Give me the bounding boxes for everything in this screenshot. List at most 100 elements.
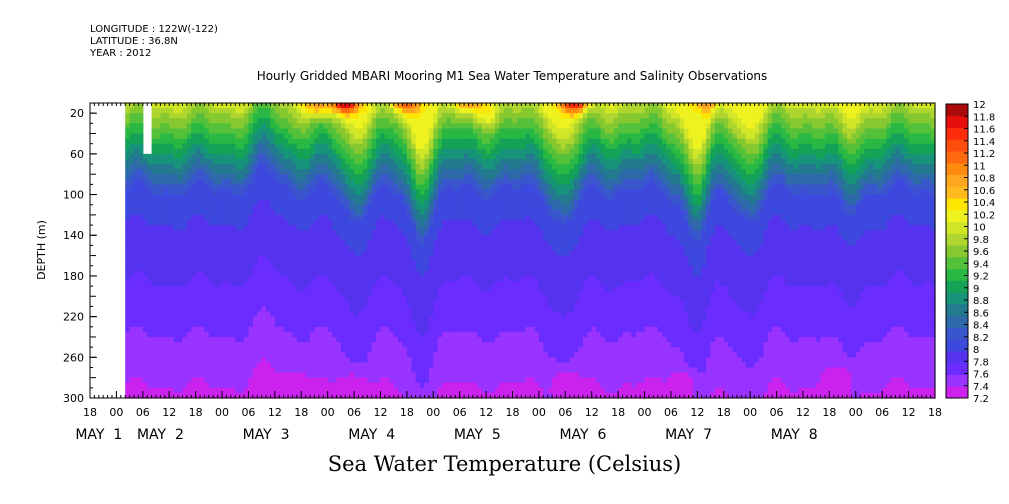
- field-cell: [169, 367, 175, 374]
- field-cell: [301, 128, 307, 135]
- field-cell: [318, 204, 324, 211]
- field-cell: [261, 275, 267, 282]
- field-cell: [494, 184, 500, 191]
- field-cell: [248, 321, 254, 328]
- field-cell: [336, 204, 342, 211]
- field-cell: [186, 153, 192, 160]
- field-cell: [147, 153, 153, 160]
- field-cell: [257, 214, 263, 221]
- field-cell: [226, 387, 232, 394]
- field-cell: [213, 255, 219, 262]
- field-cell: [433, 336, 439, 343]
- field-cell: [200, 260, 206, 267]
- field-cell: [428, 189, 434, 196]
- field-cell: [490, 245, 496, 252]
- field-cell: [288, 275, 294, 282]
- field-cell: [208, 377, 214, 384]
- field-cell: [288, 118, 294, 124]
- field-cell: [164, 118, 170, 124]
- field-cell: [226, 382, 232, 389]
- field-cell: [292, 209, 298, 216]
- field-cell: [310, 275, 316, 282]
- field-cell: [481, 184, 487, 191]
- field-cell: [424, 230, 430, 236]
- field-cell: [332, 270, 338, 277]
- field-cell: [252, 164, 258, 170]
- field-cell: [288, 362, 294, 369]
- field-cell: [182, 219, 188, 226]
- field-cell: [398, 158, 404, 165]
- field-cell: [222, 342, 228, 348]
- field-cell: [486, 189, 492, 196]
- field-cell: [222, 230, 228, 236]
- field-cell: [217, 138, 223, 145]
- field-cell: [424, 204, 430, 211]
- field-cell: [406, 301, 412, 308]
- field-cell: [415, 362, 421, 369]
- field-cell: [186, 291, 192, 297]
- field-cell: [340, 291, 346, 297]
- field-cell: [477, 306, 483, 313]
- field-cell: [261, 164, 267, 170]
- field-cell: [200, 367, 206, 374]
- field-cell: [182, 103, 188, 109]
- field-cell: [182, 108, 188, 114]
- field-cell: [503, 169, 509, 175]
- field-cell: [367, 316, 373, 323]
- field-cell: [327, 275, 333, 282]
- field-cell: [310, 342, 316, 348]
- field-cell: [398, 331, 404, 338]
- field-cell: [226, 311, 232, 318]
- field-cell: [442, 311, 448, 318]
- field-cell: [393, 108, 399, 114]
- field-cell: [384, 133, 390, 140]
- field-cell: [266, 331, 272, 338]
- field-cell: [156, 331, 162, 338]
- field-cell: [186, 219, 192, 226]
- field-cell: [244, 392, 250, 399]
- field-cell: [481, 326, 487, 333]
- field-cell: [442, 352, 448, 358]
- field-cell: [142, 240, 148, 247]
- field-cell: [270, 245, 276, 252]
- field-cell: [301, 189, 307, 196]
- field-cell: [367, 158, 373, 165]
- field-cell: [442, 174, 448, 180]
- field-cell: [349, 174, 355, 180]
- field-cell: [384, 286, 390, 292]
- field-cell: [437, 296, 443, 302]
- field-cell: [415, 138, 421, 145]
- field-cell: [147, 372, 153, 379]
- field-cell: [301, 382, 307, 389]
- field-cell: [336, 372, 342, 379]
- field-cell: [323, 169, 329, 175]
- field-cell: [424, 103, 430, 109]
- field-cell: [455, 392, 461, 399]
- field-cell: [244, 164, 250, 170]
- field-cell: [481, 255, 487, 262]
- field-cell: [318, 128, 324, 135]
- field-cell: [191, 133, 197, 140]
- field-cell: [200, 225, 206, 231]
- field-cell: [261, 230, 267, 236]
- field-cell: [442, 108, 448, 114]
- field-cell: [354, 148, 360, 155]
- field-cell: [406, 230, 412, 236]
- field-cell: [288, 128, 294, 135]
- field-cell: [332, 108, 338, 114]
- field-cell: [200, 382, 206, 389]
- field-cell: [151, 103, 157, 109]
- field-cell: [279, 347, 285, 353]
- field-cell: [266, 382, 272, 389]
- field-cell: [138, 199, 144, 206]
- field-cell: [490, 214, 496, 221]
- field-cell: [459, 286, 465, 292]
- field-cell: [305, 250, 311, 257]
- field-cell: [472, 230, 478, 236]
- field-cell: [376, 250, 382, 257]
- field-cell: [420, 194, 426, 201]
- field-cell: [318, 301, 324, 308]
- field-cell: [134, 326, 140, 333]
- field-cell: [442, 316, 448, 323]
- field-cell: [182, 296, 188, 302]
